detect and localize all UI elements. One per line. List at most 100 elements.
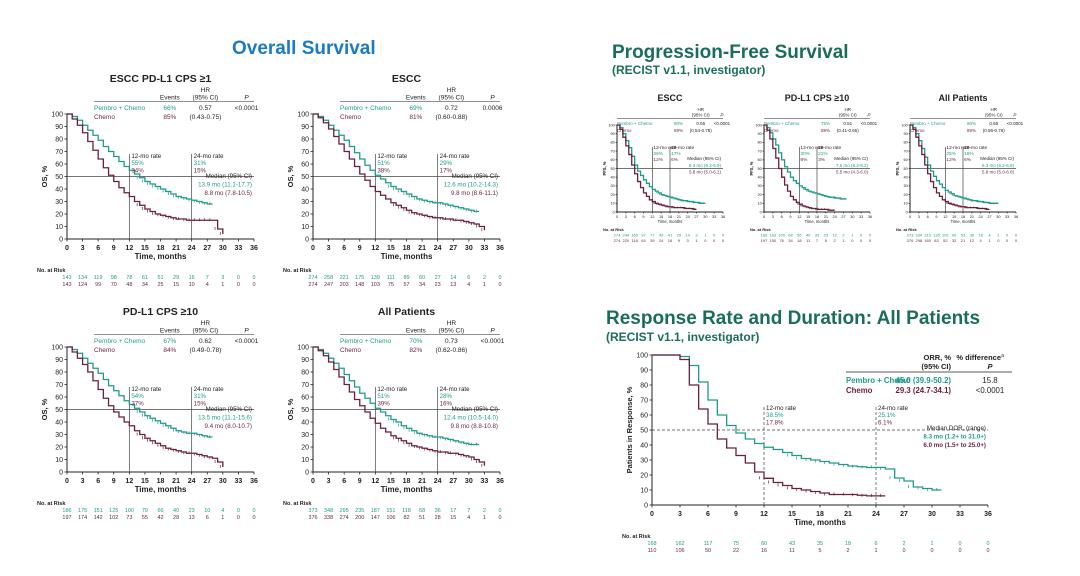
risk-value: 0 (860, 238, 863, 243)
x-tick-label: 33 (712, 215, 716, 219)
x-tick-label: 0 (763, 215, 765, 219)
risk-value: 220 (622, 238, 629, 243)
risk-value: 89 (403, 275, 409, 281)
risk-value: 0 (237, 515, 240, 521)
y-tick-label: 0 (59, 469, 63, 476)
y-axis-label: OS, % (286, 165, 295, 187)
risk-value: 135 (933, 233, 940, 238)
x-tick-label: 36 (868, 215, 872, 219)
y-tick-label: 100 (636, 352, 648, 359)
rate-chemo: 12% (653, 157, 663, 163)
rate-pembro: 51% (377, 393, 390, 400)
x-tick-label: 24 (979, 215, 984, 219)
risk-value: 298 (915, 238, 922, 243)
risk-value: 9 (678, 238, 681, 243)
hr-value: (0.43-0.75) (189, 114, 221, 121)
risk-value: 0 (986, 541, 989, 547)
events-header: Events (406, 328, 427, 335)
rate-pembro: 25.1% (878, 412, 896, 419)
x-tick-label: 36 (250, 245, 258, 252)
risk-value: 1 (704, 233, 707, 238)
x-tick-label: 3 (81, 478, 85, 485)
risk-value: 0 (869, 238, 872, 243)
events-value: 69% (409, 105, 422, 112)
risk-value: 203 (340, 282, 349, 288)
y-tick-label: 50 (55, 407, 63, 414)
risk-value: 0 (1006, 233, 1009, 238)
rate-chemo: 15% (194, 400, 207, 407)
x-tick-label: 33 (956, 511, 964, 518)
x-tick-label: 21 (418, 245, 426, 252)
x-tick-label: 30 (465, 245, 473, 252)
risk-value: 1 (997, 233, 1000, 238)
y-tick-label: 70 (301, 382, 309, 389)
hr-value: (0.55-0.76) (983, 128, 1006, 133)
events-header: Events (406, 95, 427, 102)
p-value: <0.0001 (235, 105, 259, 112)
x-tick-label: 24 (188, 478, 196, 485)
risk-value: 11 (806, 238, 811, 243)
risk-value: 33 (815, 233, 820, 238)
risk-value: 51 (419, 515, 425, 521)
median-label: Median (95% CI) (980, 156, 1014, 161)
chemo-curve (910, 124, 990, 211)
y-tick-label: 60 (611, 158, 615, 162)
y-tick-label: 40 (758, 176, 762, 180)
risk-value: 221 (340, 275, 349, 281)
risk-value: 0 (1015, 238, 1018, 243)
orr-value: 45.0 (39.9-50.2) (896, 376, 952, 385)
x-axis-label: Time, months (135, 252, 187, 261)
rate-pembro: 26% (653, 151, 663, 157)
x-tick-label: 27 (203, 245, 211, 252)
x-axis-label: Time, months (381, 252, 433, 261)
risk-value: 125 (109, 508, 118, 514)
risk-value: 36 (435, 508, 441, 514)
rate-pembro: 55% (131, 160, 144, 167)
risk-value: 42 (157, 515, 163, 521)
risk-value: 3 (687, 238, 690, 243)
x-tick-label: 21 (844, 511, 852, 518)
risk-value: 34 (142, 282, 148, 288)
risk-value: 34 (788, 238, 793, 243)
x-tick-label: 15 (141, 478, 149, 485)
chart-title: PD-L1 CPS ≥10 (123, 306, 198, 318)
risk-value: 186 (761, 233, 768, 238)
y-tick-label: 50 (611, 167, 615, 171)
risk-value: 0 (252, 508, 255, 514)
x-tick-label: 36 (496, 245, 504, 252)
risk-value: 56 (797, 233, 802, 238)
median-pembro: 7.5 mo (6.2-8.2) (836, 163, 869, 168)
risk-value: 197 (761, 238, 768, 243)
risk-value: 7 (816, 238, 819, 243)
orr-ci-header: (95% CI) (921, 362, 951, 371)
x-axis-label: Time, months (381, 485, 433, 494)
rate-pembro: 29% (440, 160, 453, 167)
x-tick-label: 30 (703, 215, 707, 219)
y-tick-label: 70 (55, 382, 63, 389)
rate-chemo: 9% (800, 157, 808, 163)
y-tick-label: 20 (904, 193, 908, 197)
x-tick-label: 24 (434, 478, 442, 485)
risk-value: 29 (173, 275, 179, 281)
p-header: P (720, 113, 723, 118)
x-tick-label: 9 (358, 478, 362, 485)
p-header: P (490, 95, 495, 102)
rate-label: 18-mo rate (964, 145, 987, 151)
hr-ci-header: (95% CI) (692, 113, 710, 118)
risk-value: 68 (788, 233, 793, 238)
risk-value: 51 (157, 275, 163, 281)
x-tick-label: 9 (789, 215, 791, 219)
hr-ci-header: (95% CI) (193, 95, 219, 102)
events-header: Events (160, 328, 181, 335)
risk-value: 334 (915, 233, 922, 238)
p-header: P (490, 328, 495, 335)
y-tick-label: 80 (904, 141, 908, 145)
x-tick-label: 9 (112, 478, 116, 485)
chart-title: All Patients (938, 93, 987, 103)
y-tick-label: 10 (758, 202, 762, 206)
risk-value: 23 (435, 282, 441, 288)
rate-pembro: 30% (800, 151, 810, 157)
rate-chemo: 34% (131, 167, 144, 174)
